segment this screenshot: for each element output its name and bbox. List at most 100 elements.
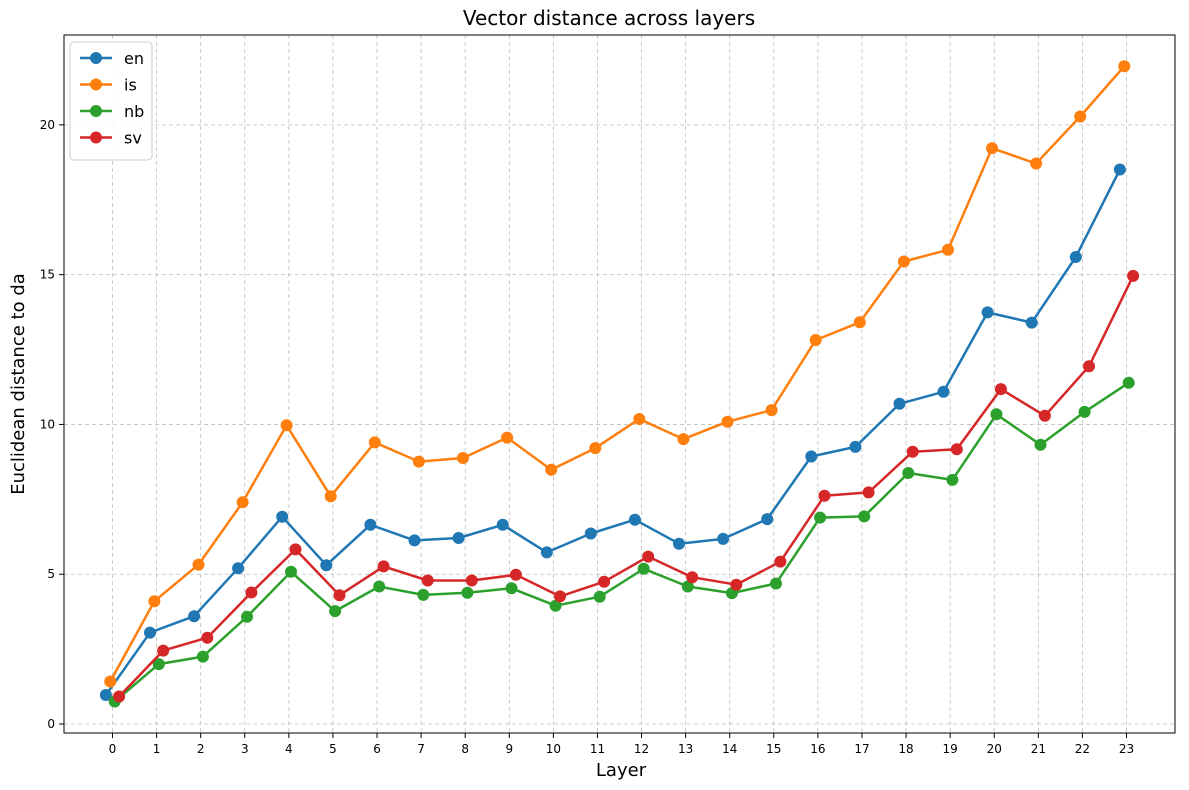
data-point-is — [897, 255, 910, 268]
data-point-en — [276, 510, 289, 523]
data-point-is — [192, 558, 205, 571]
grid — [64, 35, 1175, 733]
data-point-sv — [862, 486, 875, 499]
y-tick-label: 15 — [40, 268, 55, 282]
data-point-nb — [461, 586, 474, 599]
legend-marker — [90, 105, 102, 117]
data-point-en — [232, 562, 245, 575]
data-point-en — [540, 546, 553, 559]
data-point-sv — [554, 590, 566, 603]
data-point-en — [761, 513, 774, 526]
data-point-nb — [637, 562, 650, 575]
legend-label: en — [124, 49, 144, 68]
data-point-en — [673, 537, 685, 550]
data-point-is — [942, 243, 954, 256]
data-point-en — [849, 440, 862, 453]
data-point-sv — [509, 568, 522, 581]
data-point-nb — [681, 580, 694, 593]
y-tick-label: 20 — [40, 118, 55, 132]
data-point-nb — [196, 650, 209, 663]
x-tick-label: 13 — [678, 742, 693, 756]
data-point-en — [452, 532, 465, 544]
data-point-nb — [152, 658, 165, 671]
x-tick-label: 19 — [943, 742, 958, 756]
data-point-is — [412, 455, 425, 468]
x-tick-label: 4 — [285, 742, 293, 756]
data-point-sv — [289, 543, 302, 556]
data-point-nb — [858, 510, 871, 523]
data-point-is — [853, 316, 866, 329]
plot-frame — [63, 34, 1176, 734]
data-point-sv — [1038, 409, 1051, 422]
data-point-nb — [417, 588, 430, 601]
data-point-en — [937, 385, 950, 398]
series-line-en — [104, 168, 1122, 696]
data-point-en — [144, 626, 156, 639]
y-tick-label: 0 — [47, 717, 55, 731]
data-point-nb — [990, 408, 1003, 421]
data-point-sv — [157, 644, 170, 657]
x-tick-label: 20 — [987, 742, 1002, 756]
data-point-is — [1118, 60, 1131, 73]
data-point-en — [628, 513, 641, 526]
data-point-is — [1030, 157, 1043, 170]
x-tick-label: 21 — [1031, 742, 1046, 756]
data-point-en — [188, 610, 201, 623]
x-tick-label: 23 — [1119, 742, 1134, 756]
data-point-en — [364, 518, 377, 531]
data-point-en — [496, 518, 509, 531]
x-tick-label: 12 — [634, 742, 649, 756]
data-point-en — [584, 527, 597, 540]
data-point-nb — [1078, 405, 1091, 418]
data-point-en — [893, 397, 906, 410]
data-point-en — [408, 534, 421, 547]
data-point-is — [501, 431, 514, 444]
data-point-nb — [593, 590, 606, 603]
data-point-en — [981, 306, 994, 319]
series-line-is — [109, 65, 1126, 683]
data-point-sv — [333, 589, 346, 602]
legend-marker — [90, 52, 102, 64]
data-point-is — [324, 490, 337, 503]
data-point-is — [721, 415, 734, 428]
x-tick-label: 5 — [329, 742, 337, 756]
x-tick-label: 7 — [417, 742, 425, 756]
series-sv — [113, 269, 1140, 703]
data-point-nb — [373, 580, 386, 593]
x-tick-label: 18 — [898, 742, 913, 756]
data-point-en — [1069, 251, 1082, 263]
data-point-sv — [377, 560, 390, 573]
data-point-sv — [642, 550, 655, 563]
data-point-is — [545, 463, 558, 476]
x-tick-label: 22 — [1075, 742, 1090, 756]
series-nb — [108, 376, 1135, 708]
data-point-nb — [285, 565, 297, 578]
legend-label: is — [124, 76, 137, 95]
legend-label: nb — [124, 102, 144, 121]
data-point-sv — [1127, 269, 1140, 282]
data-point-nb — [1122, 376, 1135, 389]
x-tick-label: 3 — [241, 742, 249, 756]
data-point-is — [236, 496, 249, 509]
chart-title: Vector distance across layers — [463, 6, 755, 30]
data-point-sv — [245, 586, 258, 599]
series-is — [104, 60, 1131, 688]
x-tick-label: 14 — [722, 742, 737, 756]
data-point-nb — [241, 610, 253, 623]
series-layer — [99, 60, 1140, 708]
data-point-nb — [329, 605, 342, 618]
data-point-sv — [774, 555, 787, 568]
data-point-sv — [950, 443, 963, 456]
data-point-is — [633, 413, 646, 425]
x-tick-label: 16 — [810, 742, 825, 756]
data-point-is — [1074, 110, 1087, 123]
y-tick-label: 5 — [47, 567, 55, 581]
data-point-en — [1025, 316, 1038, 329]
x-tick-label: 9 — [505, 742, 513, 756]
data-point-is — [368, 436, 381, 449]
data-point-sv — [906, 445, 919, 458]
y-axis-title: Euclidean distance to da — [8, 273, 29, 495]
series-line-nb — [113, 381, 1130, 703]
series-en — [99, 163, 1126, 701]
x-tick-label: 2 — [197, 742, 205, 756]
